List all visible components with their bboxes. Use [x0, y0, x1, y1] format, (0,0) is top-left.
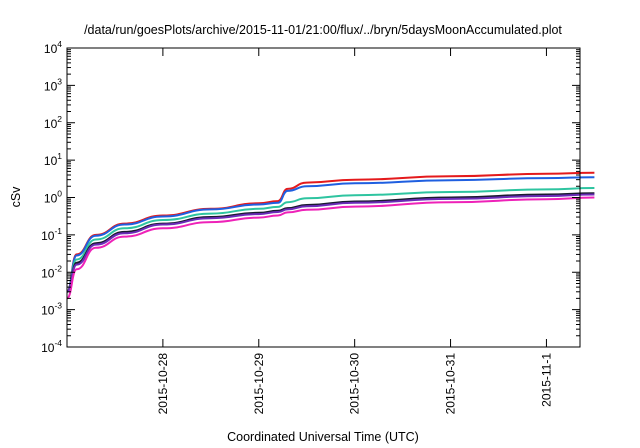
- y-tick-label: 10-2: [41, 263, 62, 280]
- y-tick-label: 102: [44, 114, 62, 131]
- chart-title: /data/run/goesPlots/archive/2015-11-01/2…: [84, 23, 562, 37]
- y-tick-label: 10-3: [41, 301, 62, 318]
- y-axis-label: cSv: [9, 186, 23, 208]
- x-tick-label: 2015-10-29: [252, 353, 266, 415]
- y-tick-label: 10-4: [41, 338, 62, 355]
- y-tick-label: 100: [44, 189, 62, 206]
- series-line-2: [66, 176, 595, 293]
- x-axis: 2015-10-28 2015-10-29 2015-10-30 2015-10-31…: [156, 48, 553, 415]
- x-tick-label: 2015-10-28: [156, 353, 170, 415]
- y-axis: 10-4 10-3 10-2 10-1 100 101 102 103 104: [41, 39, 580, 355]
- y-tick-label: 104: [44, 39, 62, 56]
- series-line-5: [66, 193, 595, 293]
- series-layer: [66, 171, 595, 300]
- x-tick-label: 2015-10-31: [444, 353, 458, 415]
- x-axis-label: Coordinated Universal Time (UTC): [227, 430, 419, 444]
- series-line-3: [66, 187, 595, 293]
- x-tick-label: 2015-10-30: [348, 353, 362, 415]
- y-tick-label: 103: [44, 76, 62, 93]
- y-tick-label: 101: [44, 151, 62, 168]
- series-line-6: [66, 196, 595, 300]
- x-tick-label: 2015-11-1: [539, 353, 553, 407]
- y-tick-label: 10-1: [41, 226, 62, 243]
- series-line-4: [66, 192, 595, 293]
